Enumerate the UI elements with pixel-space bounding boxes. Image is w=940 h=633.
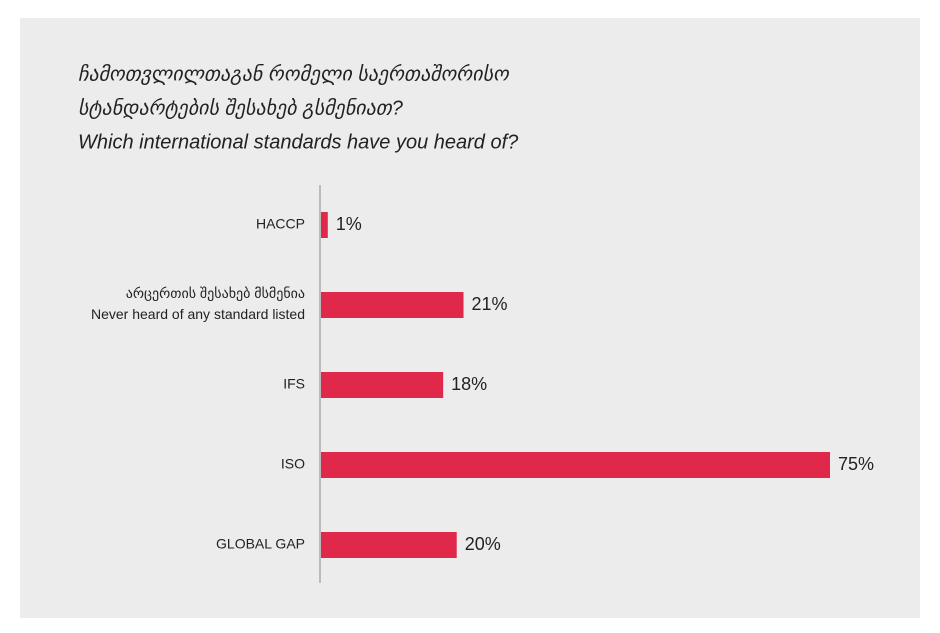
bar <box>321 212 328 238</box>
bar <box>321 372 444 398</box>
value-label: 75% <box>838 454 874 474</box>
value-label: 1% <box>336 214 362 234</box>
value-label: 18% <box>451 374 487 394</box>
value-label: 21% <box>472 294 508 314</box>
y-tick-label: IFS <box>283 376 305 392</box>
y-tick-label: Never heard of any standard listed <box>91 306 305 322</box>
value-label: 20% <box>465 534 501 554</box>
y-tick-label: HACCP <box>256 216 305 232</box>
bar <box>321 452 830 478</box>
chart-title: Which international standards have you h… <box>78 131 519 153</box>
panel <box>20 18 920 618</box>
bar <box>321 292 464 318</box>
y-tick-label: ISO <box>281 456 305 472</box>
y-tick-label: GLOBAL GAP <box>216 536 305 552</box>
chart-title: ჩამოთვლილთაგან რომელი საერთაშორისო <box>78 63 510 85</box>
chart-title: სტანდარტების შესახებ გსმენიათ? <box>78 97 404 119</box>
y-tick-label: არცერთის შესახებ მსმენია <box>126 285 305 301</box>
bar <box>321 532 457 558</box>
